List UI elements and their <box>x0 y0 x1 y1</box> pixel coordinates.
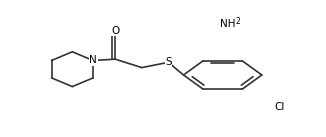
Text: O: O <box>111 26 119 36</box>
Text: S: S <box>165 57 172 67</box>
Text: NH: NH <box>220 19 235 29</box>
Text: N: N <box>89 55 97 65</box>
Text: Cl: Cl <box>274 102 285 112</box>
Text: 2: 2 <box>236 17 241 26</box>
